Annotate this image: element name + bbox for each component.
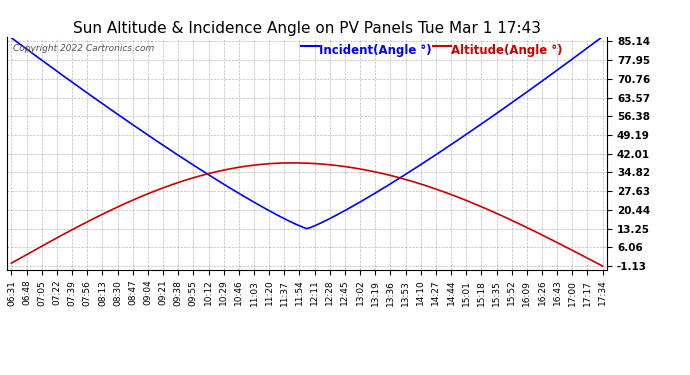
Text: Copyright 2022 Cartronics.com: Copyright 2022 Cartronics.com (13, 45, 154, 54)
Text: Altitude(Angle °): Altitude(Angle °) (451, 45, 562, 57)
Text: Incident(Angle °): Incident(Angle °) (319, 45, 432, 57)
Title: Sun Altitude & Incidence Angle on PV Panels Tue Mar 1 17:43: Sun Altitude & Incidence Angle on PV Pan… (73, 21, 541, 36)
